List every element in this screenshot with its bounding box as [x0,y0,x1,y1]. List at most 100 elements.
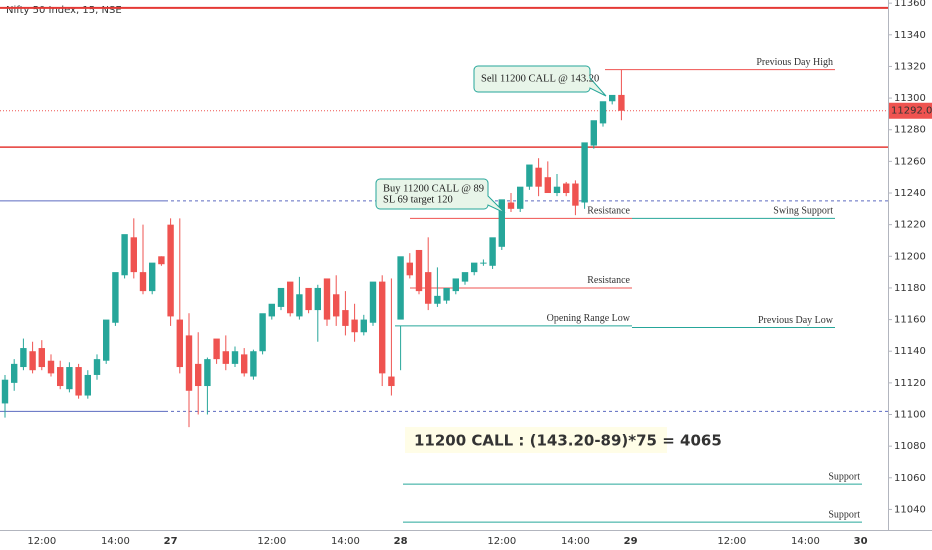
x-tick-label: 28 [394,536,408,547]
y-tick-label: 11260 [894,156,926,167]
annotation: Buy 11200 CALL @ 89 [383,183,484,194]
candle-body [388,376,395,387]
candle-body [553,186,561,194]
x-tick-label: 12:00 [27,536,56,547]
y-tick-label: 11060 [894,473,926,484]
y-tick-label: 11340 [894,30,926,41]
y-tick-label: 11360 [894,0,926,9]
candle-body [250,351,257,377]
level-label: Support [828,509,860,520]
candle-body [139,272,147,292]
candle-body [93,359,101,375]
y-tick-label: 11100 [894,410,926,421]
candle-body [176,319,183,368]
level-label: Swing Support [773,206,833,217]
annotation: Sell 11200 CALL @ 143.20 [481,73,599,84]
candle-body [241,354,248,374]
candle-body [397,256,404,320]
y-tick-label: 11220 [894,220,926,231]
candle-body [360,319,367,333]
candle-body [158,256,165,265]
candle-body [333,294,340,317]
x-tick-label: 14:00 [331,536,360,547]
y-tick-label: 11320 [894,61,926,72]
candle-body [185,335,193,391]
candle-body [599,101,607,124]
candle-body [452,278,459,292]
level-label: Support [828,471,860,482]
candle-body [38,348,45,368]
candle-body [618,94,625,111]
candle-body [20,348,27,368]
candle-body [590,120,597,146]
y-tick-label: 11080 [894,441,926,452]
candle-body [47,360,55,374]
y-tick-label: 11140 [894,346,926,357]
candle-body [489,237,496,266]
candle-body [323,278,331,320]
x-tick-label: 14:00 [561,536,590,547]
y-tick-label: 11160 [894,315,926,326]
candle-body [84,374,91,396]
candle-body [498,199,505,247]
candle-body [507,202,515,209]
candle-body [75,367,82,396]
candle-body [29,351,36,371]
candle-body [268,303,275,317]
x-tick-label: 14:00 [101,536,130,547]
y-tick-label: 11040 [894,504,926,515]
candle-body [121,234,128,276]
candle-body [572,183,579,206]
candle-body [167,224,174,317]
candle-body [544,177,551,194]
candle-body [517,186,524,209]
y-tick-label: 11200 [894,251,926,262]
annotation-bg [405,427,667,453]
level-label: Resistance [587,275,630,286]
x-tick-label: 14:00 [791,536,820,547]
candle-body [609,94,616,102]
candle-body [11,363,18,383]
candle-body [296,294,303,317]
candle-body [222,351,229,364]
annotation: SL 69 target 120 [383,194,453,205]
x-tick-label: 12:00 [257,536,286,547]
level-label: Opening Range Low [547,313,631,324]
candle-body [287,281,294,314]
candle-body [415,249,423,292]
candle-body [379,281,386,374]
x-tick-label: 12:00 [487,536,516,547]
level-label: Previous Day High [756,57,833,68]
candle-body [563,183,570,194]
candle-body [305,287,312,311]
candle-body [112,272,119,323]
level-label: Resistance [587,206,630,217]
candle-body [369,281,377,323]
candle-body [461,272,469,282]
candle-body [213,338,220,360]
x-tick-label: 27 [164,536,178,547]
x-tick-label: 12:00 [717,536,746,547]
candle-body [1,379,9,404]
last-price-label: 11292.00 [891,106,932,117]
candle-body [103,319,110,361]
candle-body [149,262,156,292]
x-tick-label: 30 [854,536,868,547]
level-label: Previous Day Low [758,315,834,326]
candle-body [443,287,450,301]
candle-body [434,295,441,304]
candle-body [581,142,588,203]
candle-body [314,287,321,311]
candle-body [480,262,487,264]
y-tick-label: 11120 [894,378,926,389]
candle-body [526,164,533,187]
candle-body [342,310,349,326]
candle-body [195,363,202,387]
candle-body [471,262,478,273]
y-tick-label: 11300 [894,93,926,104]
candle-body [130,237,137,273]
candle-body [57,367,64,387]
callout [473,65,607,97]
callout [375,178,506,214]
